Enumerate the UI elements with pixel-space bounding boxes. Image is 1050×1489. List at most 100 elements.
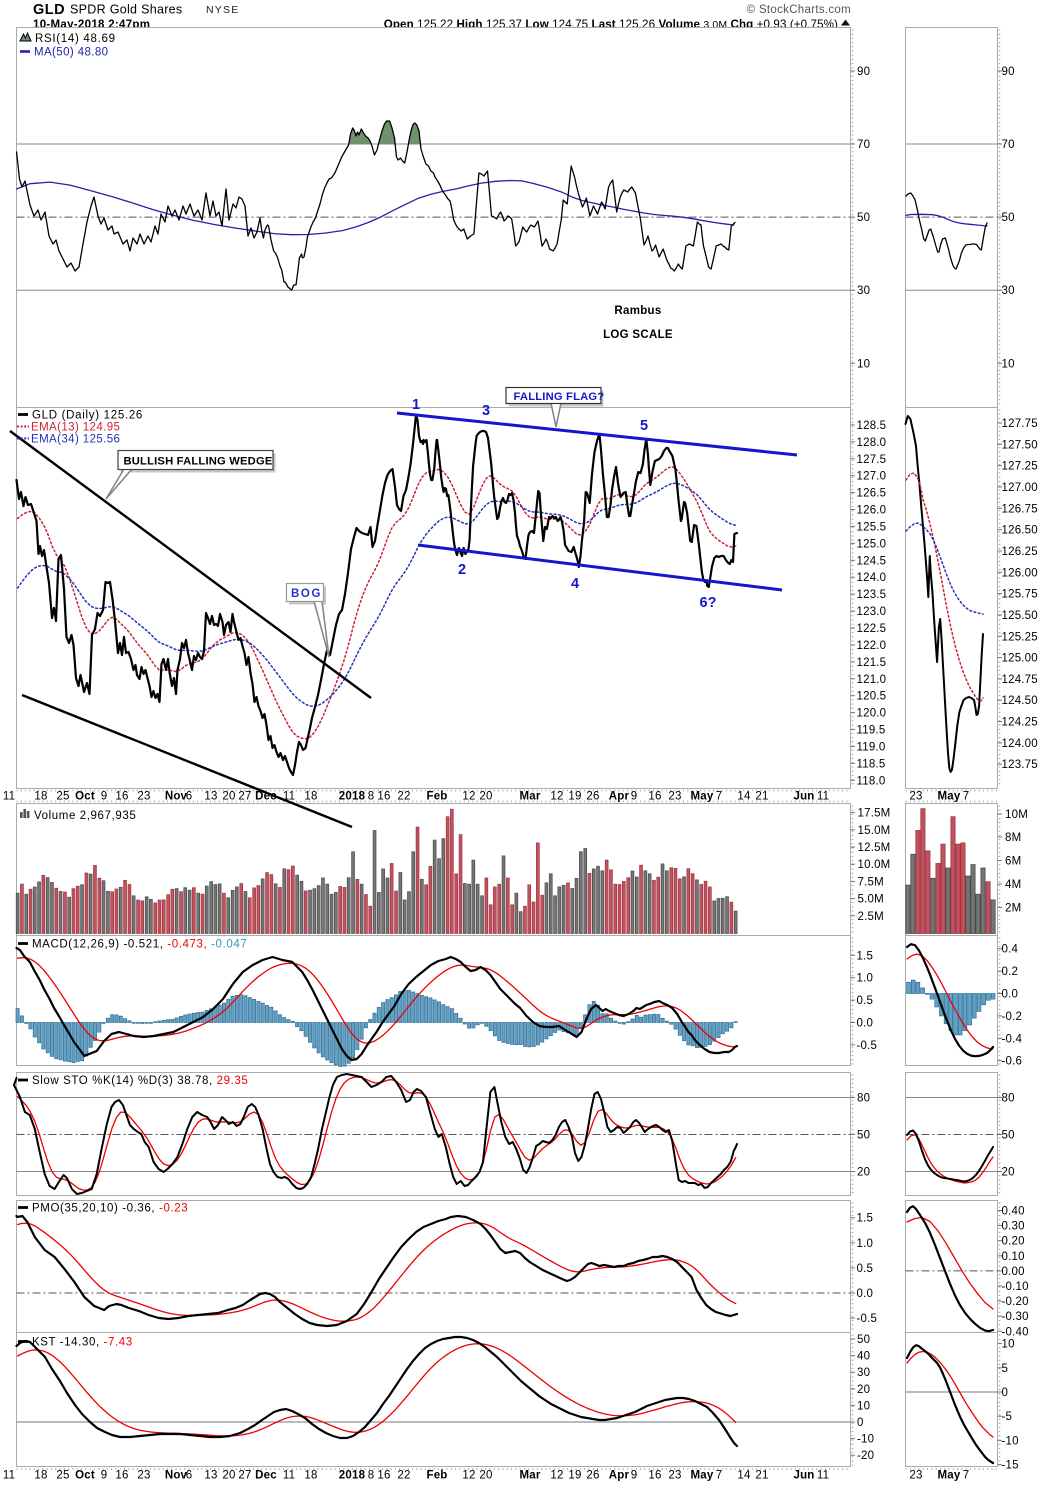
svg-text:7: 7	[963, 1470, 970, 1482]
svg-text:126.25: 126.25	[1002, 546, 1038, 558]
svg-text:0: 0	[1002, 1387, 1009, 1399]
svg-text:FALLING FLAG?: FALLING FLAG?	[514, 391, 605, 403]
svg-text:Feb: Feb	[426, 791, 447, 803]
svg-text:18: 18	[304, 791, 317, 803]
svg-text:119.0: 119.0	[857, 741, 886, 753]
svg-text:50: 50	[1002, 212, 1015, 224]
svg-text:125.5: 125.5	[857, 521, 887, 533]
svg-text:SPDR Gold Shares: SPDR Gold Shares	[70, 3, 182, 17]
svg-text:27: 27	[238, 1470, 251, 1482]
svg-text:May: May	[691, 791, 714, 803]
svg-text:19: 19	[568, 1470, 581, 1482]
svg-text:0.4: 0.4	[1002, 944, 1019, 956]
svg-text:MA(50) 48.80: MA(50) 48.80	[34, 47, 108, 59]
svg-text:12: 12	[550, 1470, 563, 1482]
svg-text:18: 18	[34, 1470, 47, 1482]
svg-text:Mar: Mar	[519, 791, 540, 803]
svg-text:0.5: 0.5	[857, 995, 874, 1007]
svg-text:21: 21	[755, 791, 768, 803]
svg-text:20: 20	[222, 791, 235, 803]
svg-text:1: 1	[412, 397, 420, 413]
svg-text:20: 20	[1002, 1167, 1015, 1179]
svg-text:128.5: 128.5	[857, 420, 887, 432]
svg-text:8: 8	[368, 791, 375, 803]
svg-text:10M: 10M	[1005, 809, 1028, 821]
svg-text:9: 9	[101, 791, 108, 803]
svg-text:Nov: Nov	[165, 1470, 188, 1482]
svg-text:0: 0	[857, 1417, 864, 1429]
svg-text:2.5M: 2.5M	[858, 911, 884, 923]
svg-text:127.0: 127.0	[857, 471, 887, 483]
svg-text:1.0: 1.0	[857, 1238, 874, 1250]
svg-text:80: 80	[1002, 1093, 1015, 1105]
svg-text:RSI(14) 48.69: RSI(14) 48.69	[35, 33, 116, 45]
svg-text:22: 22	[397, 1470, 410, 1482]
svg-text:126.50: 126.50	[1002, 525, 1038, 537]
svg-text:25: 25	[56, 791, 69, 803]
svg-text:16: 16	[648, 1470, 661, 1482]
svg-text:Dec: Dec	[255, 791, 277, 803]
svg-text:14: 14	[737, 791, 751, 803]
svg-text:11: 11	[817, 791, 829, 803]
svg-text:GLD (Daily) 125.26: GLD (Daily) 125.26	[32, 410, 143, 422]
svg-text:50: 50	[1002, 1130, 1015, 1142]
svg-text:1.5: 1.5	[857, 950, 874, 962]
svg-text:7: 7	[716, 1470, 723, 1482]
svg-text:10.0M: 10.0M	[858, 859, 891, 871]
svg-text:PMO(35,20,10) -0.36, -0.23: PMO(35,20,10) -0.36, -0.23	[32, 1203, 188, 1215]
svg-text:3: 3	[482, 403, 490, 419]
svg-text:18: 18	[304, 1470, 317, 1482]
svg-text:2: 2	[458, 562, 466, 578]
svg-text:122.5: 122.5	[857, 623, 887, 635]
svg-text:1.0: 1.0	[857, 973, 874, 985]
svg-text:118.0: 118.0	[857, 775, 886, 787]
svg-text:50: 50	[857, 1334, 870, 1346]
svg-text:23: 23	[909, 1470, 922, 1482]
svg-text:Apr: Apr	[609, 791, 630, 803]
svg-text:0.0: 0.0	[857, 1018, 874, 1030]
svg-text:124.0: 124.0	[857, 572, 887, 584]
svg-text:125.25: 125.25	[1002, 631, 1038, 643]
svg-text:-0.30: -0.30	[1002, 1311, 1029, 1323]
svg-text:30: 30	[1002, 285, 1015, 297]
svg-text:70: 70	[857, 139, 870, 151]
svg-text:126.5: 126.5	[857, 488, 887, 500]
svg-text:127.75: 127.75	[1002, 418, 1038, 430]
svg-text:25: 25	[56, 1470, 69, 1482]
svg-text:Apr: Apr	[609, 1470, 630, 1482]
svg-text:6: 6	[186, 1470, 193, 1482]
svg-text:15.0M: 15.0M	[858, 825, 891, 837]
svg-text:124.25: 124.25	[1002, 717, 1038, 729]
svg-text:21: 21	[755, 1470, 768, 1482]
svg-text:-10: -10	[857, 1434, 874, 1446]
svg-text:Feb: Feb	[426, 1470, 447, 1482]
svg-text:16: 16	[648, 791, 661, 803]
svg-text:10: 10	[857, 358, 870, 370]
svg-text:121.0: 121.0	[857, 674, 887, 686]
svg-text:20: 20	[479, 791, 492, 803]
svg-text:14: 14	[737, 1470, 751, 1482]
svg-text:© StockCharts.com: © StockCharts.com	[747, 4, 851, 16]
svg-text:7: 7	[716, 791, 723, 803]
svg-text:119.5: 119.5	[857, 725, 886, 737]
svg-text:20: 20	[222, 1470, 235, 1482]
svg-text:Oct: Oct	[75, 1470, 95, 1482]
svg-text:123.0: 123.0	[857, 606, 887, 618]
svg-text:124.50: 124.50	[1002, 695, 1038, 707]
svg-text:LOG SCALE: LOG SCALE	[603, 329, 673, 341]
svg-text:0.40: 0.40	[1002, 1206, 1025, 1218]
svg-text:-0.6: -0.6	[1002, 1056, 1023, 1068]
svg-text:0.0: 0.0	[857, 1288, 874, 1300]
svg-text:125.00: 125.00	[1002, 653, 1038, 665]
svg-text:12: 12	[462, 1470, 475, 1482]
svg-text:126.0: 126.0	[857, 505, 887, 517]
svg-text:1.5: 1.5	[857, 1213, 874, 1225]
svg-text:9: 9	[631, 791, 638, 803]
svg-text:19: 19	[568, 791, 581, 803]
svg-text:16: 16	[115, 791, 128, 803]
svg-text:-0.40: -0.40	[1002, 1326, 1029, 1338]
svg-text:11: 11	[817, 1470, 829, 1482]
svg-text:20: 20	[857, 1384, 870, 1396]
svg-text:22: 22	[397, 791, 410, 803]
svg-text:2M: 2M	[1005, 903, 1021, 915]
